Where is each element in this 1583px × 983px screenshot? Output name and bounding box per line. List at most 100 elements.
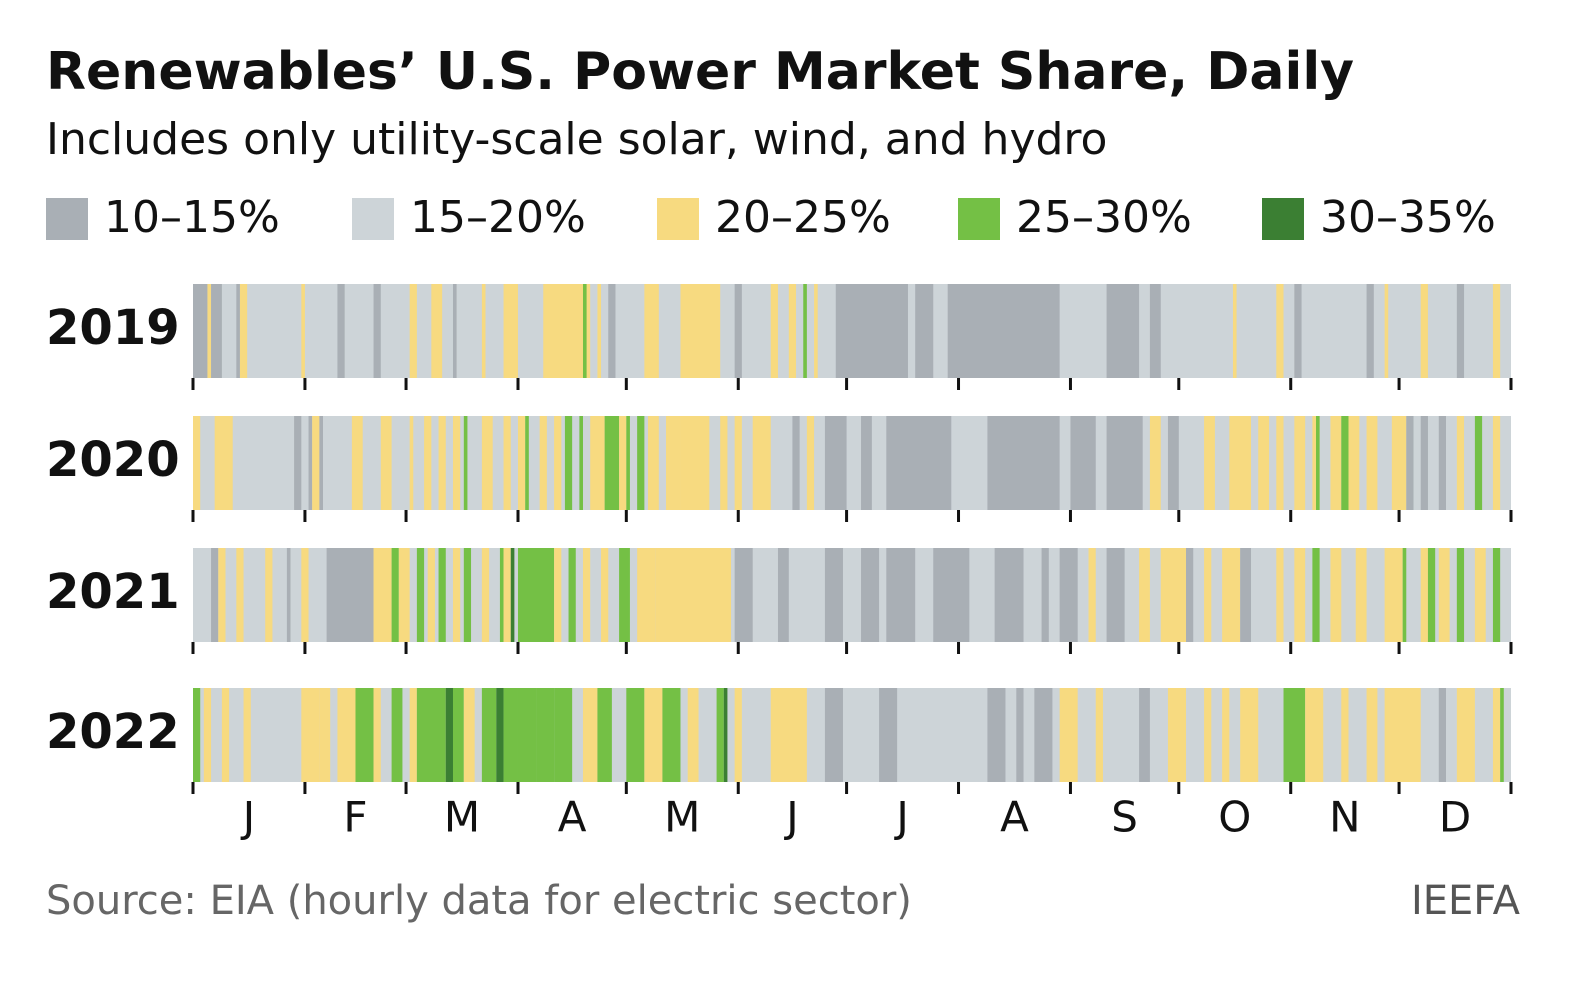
day-segment: [861, 416, 872, 510]
day-segment: [1294, 416, 1306, 510]
day-segment: [1366, 688, 1378, 782]
legend-swatch: [958, 198, 1000, 240]
day-segment: [1492, 688, 1501, 782]
day-segment: [398, 548, 410, 642]
day-segment: [655, 548, 732, 642]
x-tick-label: J: [240, 793, 255, 842]
x-tick-label: S: [1111, 793, 1138, 842]
day-segment: [1229, 416, 1252, 510]
day-segment: [424, 416, 432, 510]
day-segment: [1106, 284, 1140, 378]
day-segment: [1474, 548, 1486, 642]
day-segment: [1258, 416, 1270, 510]
day-segment: [1355, 548, 1367, 642]
day-segment: [1438, 688, 1447, 782]
day-segment: [770, 284, 778, 378]
day-segment: [1474, 416, 1483, 510]
day-segment: [481, 688, 497, 782]
day-segment: [619, 416, 627, 510]
day-segment: [416, 548, 425, 642]
day-segment: [1240, 548, 1252, 642]
day-segment: [1420, 284, 1428, 378]
day-segment: [647, 416, 659, 510]
day-segment: [814, 284, 818, 378]
day-segment: [301, 548, 309, 642]
day-segment: [481, 416, 493, 510]
day-segment: [680, 284, 721, 378]
day-segment: [1222, 548, 1241, 642]
day-segment: [1366, 284, 1374, 378]
day-segment: [644, 688, 663, 782]
day-segment: [1384, 688, 1421, 782]
day-segment: [236, 548, 244, 642]
day-segment: [536, 688, 555, 782]
day-segment: [554, 416, 562, 510]
brand: IEEFA: [1411, 878, 1521, 924]
day-segment: [601, 548, 609, 642]
day-segment: [1384, 284, 1389, 378]
day-segment: [481, 284, 486, 378]
day-segment: [543, 284, 591, 378]
day-segment: [886, 548, 916, 642]
x-tick-label: J: [893, 793, 908, 842]
day-segment: [861, 548, 880, 642]
day-segment: [463, 688, 475, 782]
day-segment: [1438, 548, 1450, 642]
day-segment: [1420, 416, 1428, 510]
day-segment: [662, 688, 681, 782]
day-segment: [1492, 416, 1501, 510]
day-segment: [319, 688, 331, 782]
day-segment: [1167, 416, 1179, 510]
day-segment: [1500, 688, 1504, 782]
day-segment: [1186, 548, 1194, 642]
day-segment: [564, 416, 573, 510]
day-segment: [517, 548, 555, 642]
day-segment: [994, 548, 1024, 642]
day-segment: [463, 548, 472, 642]
day-segment: [301, 284, 305, 378]
day-segment: [351, 416, 363, 510]
day-segment: [1232, 284, 1237, 378]
x-tick-label: J: [783, 793, 798, 842]
day-segment: [409, 416, 414, 510]
day-segment: [203, 688, 212, 782]
day-segment: [723, 688, 728, 782]
day-segment: [503, 284, 518, 378]
day-segment: [824, 688, 843, 782]
day-segment: [933, 548, 970, 642]
day-segment: [1427, 548, 1436, 642]
day-segment: [373, 284, 381, 378]
day-segment: [409, 284, 417, 378]
day-segment: [1088, 548, 1096, 642]
day-segment: [687, 688, 699, 782]
day-segment: [1106, 416, 1143, 510]
day-segment: [637, 548, 656, 642]
day-segment: [326, 548, 374, 642]
day-segment: [626, 416, 630, 510]
day-segment: [824, 416, 847, 510]
day-segment: [510, 548, 515, 642]
day-segment: [1204, 416, 1215, 510]
legend-label: 15–20%: [410, 192, 586, 243]
day-segment: [391, 688, 403, 782]
day-segment: [416, 688, 446, 782]
day-segment: [734, 284, 742, 378]
day-segment: [496, 688, 504, 782]
day-segment: [1204, 688, 1212, 782]
day-segment: [1160, 548, 1187, 642]
day-segment: [886, 416, 952, 510]
day-segment: [644, 284, 659, 378]
day-segment: [803, 284, 807, 378]
strip-base: [193, 548, 1511, 642]
day-segment: [438, 548, 446, 642]
day-segment: [1059, 688, 1078, 782]
chart-title: Renewables’ U.S. Power Market Share, Dai…: [46, 42, 1354, 102]
day-segment: [1294, 284, 1302, 378]
day-segment: [236, 284, 240, 378]
day-segment: [438, 416, 446, 510]
day-segment: [1456, 548, 1465, 642]
x-tick-label: O: [1218, 793, 1251, 842]
day-segment: [1330, 548, 1342, 642]
day-segment: [835, 284, 908, 378]
day-segment: [243, 688, 251, 782]
